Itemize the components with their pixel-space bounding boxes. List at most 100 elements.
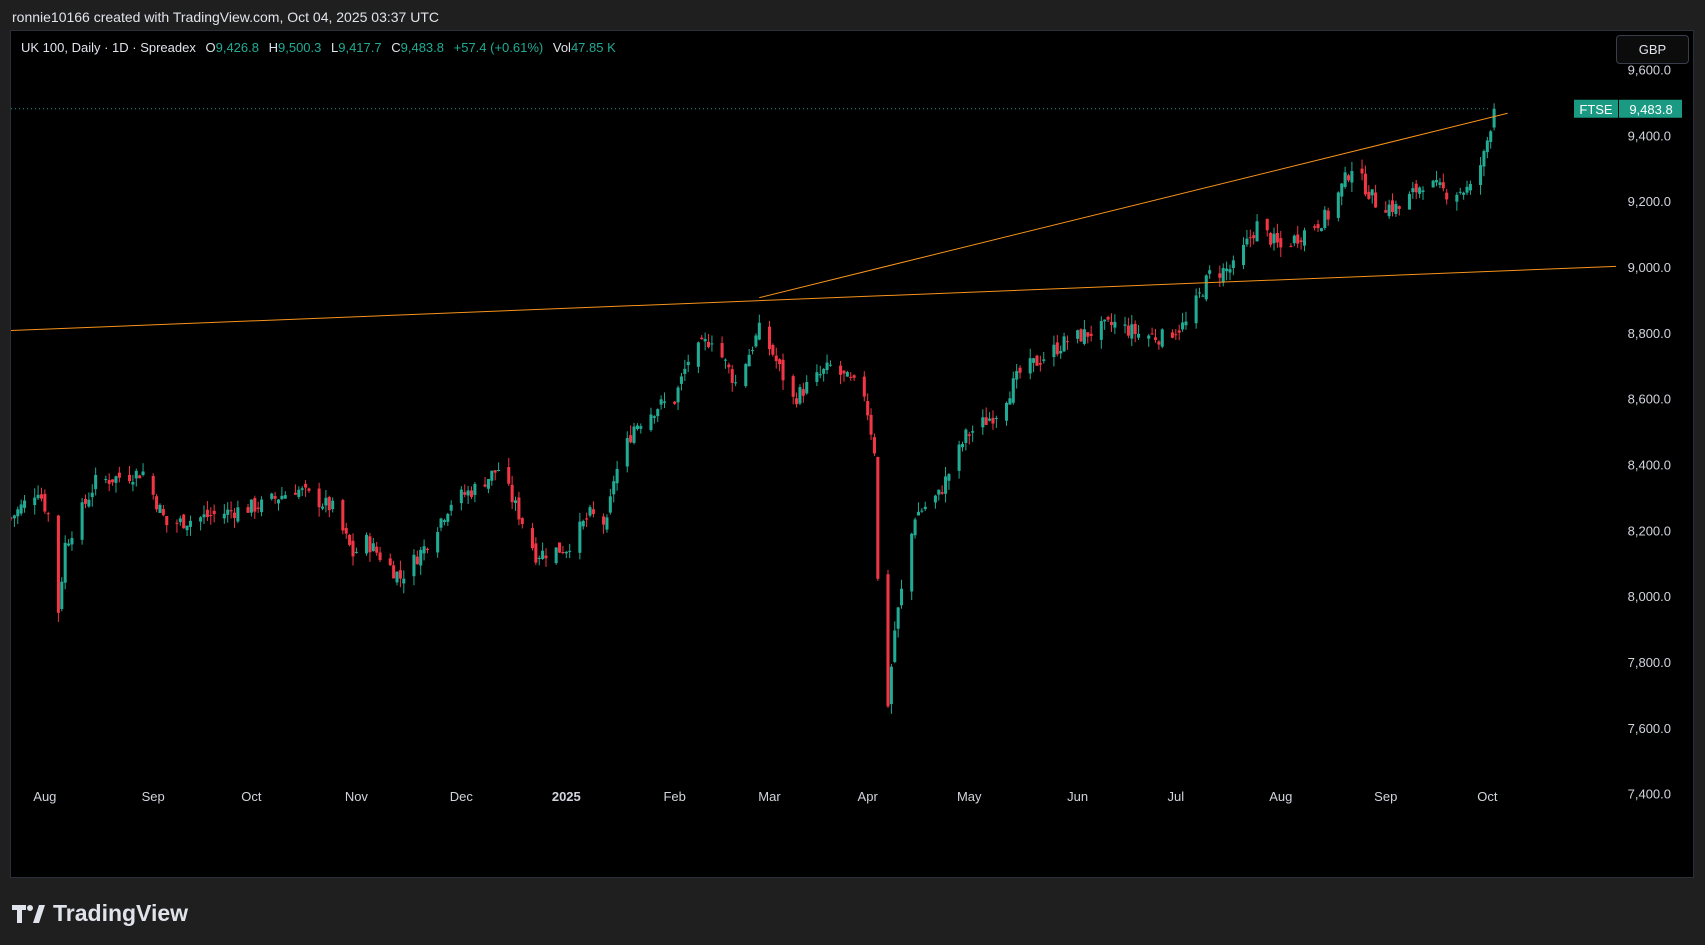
candle-body — [591, 509, 595, 515]
candle-body — [1363, 173, 1367, 195]
candle-body — [1336, 192, 1340, 218]
candle-body — [1485, 140, 1489, 153]
candle-body — [293, 492, 297, 495]
candle-body — [36, 494, 40, 499]
chart-panel[interactable]: UK 100, Daily · 1D · Spreadex O9,426.8 H… — [10, 30, 1694, 878]
candle-body — [707, 341, 711, 348]
candle-body — [727, 364, 731, 368]
candle-body — [554, 547, 558, 564]
candle-body — [439, 518, 443, 528]
candle-body — [1011, 378, 1015, 403]
candle-body — [212, 510, 216, 515]
candle-body — [825, 362, 829, 370]
y-tick-label: 8,000.0 — [1628, 589, 1671, 604]
candle-body — [747, 354, 751, 367]
candle-body — [90, 492, 94, 498]
candle-body — [676, 387, 680, 403]
candle-body — [83, 498, 88, 504]
candle-body — [1489, 131, 1493, 142]
candle-body — [1370, 189, 1374, 196]
candle-body — [862, 376, 866, 397]
y-tick-label: 7,400.0 — [1628, 787, 1671, 802]
candle-body — [656, 409, 660, 417]
candle-body — [639, 426, 643, 429]
y-tick-label: 8,600.0 — [1628, 392, 1671, 407]
candle-body — [1319, 228, 1323, 232]
candle-body — [602, 516, 606, 525]
candle-body — [1343, 172, 1347, 187]
candle-body — [1394, 204, 1398, 214]
candle-body — [1435, 180, 1439, 183]
candle-body — [378, 552, 382, 560]
candle-body — [232, 512, 237, 519]
candle-body — [818, 374, 822, 376]
y-tick-label: 9,000.0 — [1628, 260, 1671, 275]
candle-body — [1042, 359, 1046, 361]
candle-body — [344, 528, 348, 534]
y-tick-label: 9,200.0 — [1628, 194, 1671, 209]
x-axis-label: Mar — [758, 789, 781, 804]
symbol-legend: UK 100, Daily · 1D · Spreadex O9,426.8 H… — [21, 40, 616, 55]
candle-body — [1299, 240, 1303, 243]
candle-body — [341, 500, 345, 531]
close-label: C — [391, 40, 401, 55]
candle-body — [767, 326, 772, 350]
low-label: L — [331, 40, 339, 55]
candle-body — [87, 499, 91, 507]
candle-body — [141, 471, 145, 475]
x-axis-label: 2025 — [552, 789, 581, 804]
x-axis-label: Sep — [142, 789, 165, 804]
symbol-title: UK 100, Daily · 1D · Spreadex — [21, 40, 196, 55]
candle-body — [1035, 355, 1039, 366]
candle-body — [517, 497, 521, 520]
tradingview-brand[interactable]: TradingView — [12, 900, 188, 927]
candle-body — [398, 570, 402, 579]
candle-body — [845, 372, 849, 377]
candle-body — [632, 426, 636, 443]
candle-body — [483, 484, 487, 487]
change-value: +57.4 (+0.61%) — [453, 40, 544, 55]
candle-body — [1387, 204, 1391, 217]
candle-body — [1231, 260, 1235, 269]
candle-body — [12, 515, 16, 519]
candle-body — [893, 630, 897, 662]
x-axis-label: Sep — [1374, 789, 1397, 804]
trend-line — [11, 265, 1617, 332]
candle-body — [981, 417, 985, 428]
candle-body — [175, 522, 179, 524]
candle-body — [720, 343, 724, 358]
price-tag-label: 9,483.8 — [1629, 102, 1672, 117]
candle-body — [412, 554, 416, 577]
candle-body — [514, 500, 518, 504]
y-tick-label: 8,400.0 — [1628, 458, 1671, 473]
candle-body — [971, 431, 975, 433]
candle-body — [1468, 183, 1472, 191]
candle-body — [866, 401, 870, 416]
candle-body — [900, 588, 904, 606]
candle-body — [923, 506, 927, 510]
candle-body — [1197, 292, 1202, 294]
candle-body — [425, 548, 430, 551]
candle-body — [842, 370, 846, 374]
candlestick-chart[interactable]: 7,400.0 7,600.0 7,800.0 8,000.0 8,200.0 8,400… — [11, 31, 1693, 877]
candle-body — [937, 489, 941, 495]
candle-body — [1201, 295, 1205, 297]
candle-body — [1445, 192, 1449, 200]
candle-body — [960, 443, 965, 448]
currency-button[interactable]: GBP — [1616, 35, 1689, 64]
x-axis-label: Feb — [663, 789, 685, 804]
candle-body — [1123, 324, 1127, 326]
candle-body — [1374, 192, 1378, 208]
candle-body — [849, 376, 853, 378]
candle-body — [991, 417, 995, 424]
candle-body — [1008, 398, 1012, 405]
candle-body — [1316, 224, 1320, 229]
candle-body — [486, 478, 490, 489]
candle-body — [744, 364, 748, 387]
candle-body — [1055, 342, 1059, 355]
candle-body — [1289, 245, 1293, 247]
candle-body — [710, 343, 714, 345]
candle-body — [1174, 334, 1178, 336]
candle-body — [1015, 371, 1019, 380]
candle-body — [673, 401, 677, 404]
